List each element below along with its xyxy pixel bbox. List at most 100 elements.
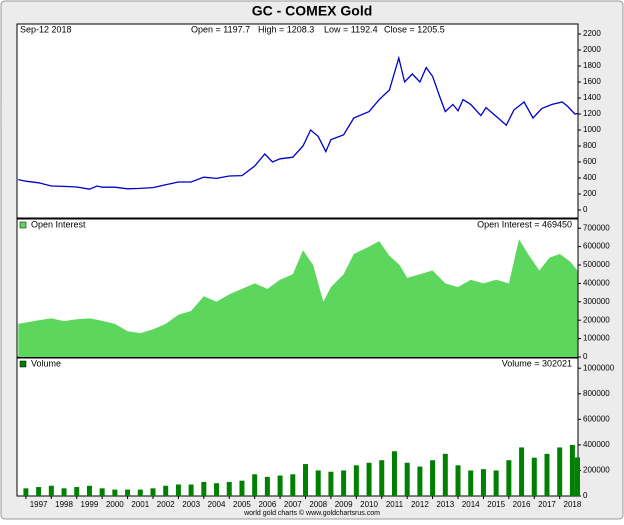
value-label: Volume = 302021 [502, 358, 572, 368]
bar [74, 487, 80, 496]
legend-label: Open Interest [31, 219, 86, 229]
y-tick-label: 1000 [583, 125, 601, 134]
y-tick-label: 600 [583, 157, 597, 166]
x-tick-label: 2016 [513, 500, 531, 509]
x-tick-label: 2005 [233, 500, 251, 509]
y-tick-label: 1400 [583, 93, 601, 102]
bar [86, 485, 92, 496]
y-tick-label: 400000 [583, 279, 610, 288]
bar [328, 471, 334, 496]
x-tick-label: 1997 [30, 500, 48, 509]
bar [277, 475, 283, 496]
x-tick-label: 1999 [81, 500, 99, 509]
bar [519, 447, 525, 496]
y-tick-label: 100000 [583, 334, 610, 343]
bar [391, 451, 397, 496]
x-tick-label: 2012 [411, 500, 429, 509]
x-tick-label: 2006 [258, 500, 276, 509]
bar [468, 470, 474, 496]
bar [201, 481, 207, 496]
legend-label: Volume [31, 358, 61, 368]
bar [366, 462, 372, 496]
bar [23, 488, 29, 496]
bar [480, 469, 486, 496]
bar [569, 444, 575, 496]
bar [544, 453, 550, 496]
x-tick-label: 2015 [487, 500, 505, 509]
x-tick-label: 2017 [538, 500, 556, 509]
bar [506, 460, 512, 496]
y-tick-label: 200000 [583, 466, 610, 475]
x-tick-label: 2014 [462, 500, 480, 509]
y-tick-label: 400 [583, 173, 597, 182]
y-tick-label: 2000 [583, 45, 601, 54]
x-tick-label: 2013 [436, 500, 454, 509]
x-tick-label: 2001 [131, 500, 149, 509]
plot-area [16, 23, 579, 219]
bar [303, 464, 309, 496]
bar [175, 484, 181, 496]
y-tick-label: 1800 [583, 61, 601, 70]
x-tick-label: 2008 [309, 500, 327, 509]
bar [226, 481, 232, 496]
bar [353, 465, 359, 496]
y-tick-label: 1000000 [583, 363, 615, 372]
stat-label: Open = 1197.7 [191, 24, 250, 34]
bar [137, 489, 143, 496]
legend-swatch [19, 221, 27, 229]
x-tick-label: 2018 [564, 500, 582, 509]
footer: world gold charts © www.goldchartsrus.co… [243, 509, 380, 517]
x-tick-label: 2009 [335, 500, 353, 509]
y-tick-label: 700000 [583, 223, 610, 232]
bar [417, 466, 423, 496]
bar [252, 474, 258, 496]
bar [531, 457, 537, 496]
y-tick-label: 1600 [583, 77, 601, 86]
price-line [18, 55, 578, 190]
x-tick-label: 2003 [182, 500, 200, 509]
bar [574, 457, 580, 496]
y-tick-label: 2200 [583, 29, 601, 38]
legend-swatch [19, 360, 27, 368]
bar [290, 474, 296, 496]
y-tick-label: 800000 [583, 389, 610, 398]
bar [442, 453, 448, 496]
bar [379, 460, 385, 496]
y-tick-label: 0 [583, 352, 588, 361]
y-tick-label: 400000 [583, 440, 610, 449]
x-tick-label: 2007 [284, 500, 302, 509]
value-label: Open Interest = 469450 [477, 219, 572, 229]
bar [430, 460, 436, 496]
x-tick-label: 1998 [55, 500, 73, 509]
x-tick-label: 2000 [106, 500, 124, 509]
stat-label: High = 1208.3 [258, 24, 314, 34]
bar [214, 483, 220, 496]
bar [99, 488, 105, 496]
y-tick-label: 200 [583, 189, 597, 198]
bar [455, 465, 461, 496]
bar [125, 489, 131, 496]
y-tick-label: 600000 [583, 414, 610, 423]
y-tick-label: 200000 [583, 315, 610, 324]
y-tick-label: 600000 [583, 242, 610, 251]
bar [239, 480, 245, 496]
area [18, 239, 578, 357]
y-tick-label: 0 [583, 491, 588, 500]
chart-title: GC - COMEX Gold [252, 3, 373, 19]
bar [61, 488, 67, 496]
date-label: Sep-12 2018 [20, 24, 72, 34]
x-tick-label: 2010 [360, 500, 378, 509]
x-tick-label: 2004 [208, 500, 226, 509]
y-tick-label: 0 [583, 205, 588, 214]
bar [315, 470, 321, 496]
y-tick-label: 1200 [583, 109, 601, 118]
bar [163, 485, 169, 496]
bar [112, 489, 118, 496]
bar [264, 476, 270, 496]
y-tick-label: 800 [583, 141, 597, 150]
bar [48, 485, 54, 496]
x-tick-label: 2002 [157, 500, 175, 509]
bar [557, 447, 563, 496]
